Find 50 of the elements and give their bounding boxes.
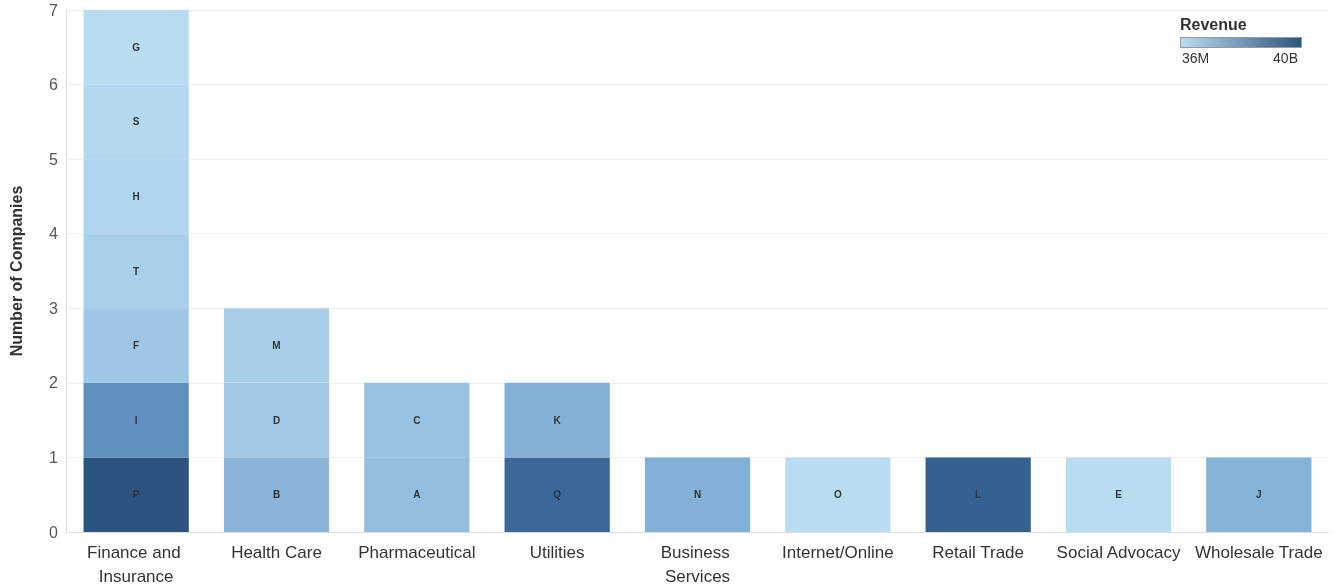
data-label: L	[975, 489, 982, 501]
y-tick-label: 0	[49, 523, 59, 541]
data-label: N	[693, 489, 702, 501]
data-label: E	[1115, 489, 1123, 501]
x-tick-label: Finance and Insurance	[87, 542, 186, 586]
data-label: Q	[553, 489, 562, 501]
data-label: I	[134, 414, 138, 426]
y-tick-label: 5	[49, 150, 59, 168]
data-label: M	[272, 340, 281, 352]
bar	[1065, 457, 1172, 532]
data-label: O	[833, 489, 842, 501]
data-label: G	[132, 41, 141, 53]
y-tick-label: 6	[49, 76, 59, 94]
data-label: B	[272, 489, 281, 501]
bar	[223, 457, 330, 532]
annotation: 40B	[1273, 50, 1298, 66]
data-label: P	[132, 489, 140, 501]
annotation: 36M	[1182, 50, 1210, 66]
bar	[504, 457, 610, 532]
x-tick-label: Retail Trade	[932, 542, 1024, 562]
data-label: F	[133, 340, 140, 352]
bar	[504, 382, 610, 458]
x-tick-label: Health Care	[231, 542, 322, 562]
x-tick-label: Pharmaceutical	[358, 542, 476, 562]
data-label: H	[132, 190, 140, 202]
data-label: A	[413, 489, 421, 501]
bar	[83, 382, 189, 458]
bar	[83, 457, 189, 532]
data-label: T	[133, 265, 140, 277]
x-tick-label: Social Advocacy	[1056, 542, 1181, 562]
y-tick-label: 3	[49, 299, 59, 317]
x-tick-label: Internet/Online	[782, 542, 894, 562]
data-label: D	[272, 414, 281, 426]
x-tick-label: Business Services	[660, 542, 735, 586]
y-tick-label: 2	[49, 374, 59, 392]
data-label: J	[1256, 489, 1262, 501]
y-axis-title: Number of Companies	[7, 185, 25, 357]
y-tick-label: 4	[49, 225, 59, 243]
data-label: S	[132, 116, 140, 128]
bar	[925, 457, 1031, 532]
data-label: C	[413, 414, 421, 426]
y-tick-label: 7	[49, 1, 59, 19]
bar	[644, 457, 751, 532]
x-tick-label: Wholesale Trade	[1195, 542, 1323, 562]
data-label: K	[553, 414, 562, 426]
bar	[1206, 457, 1312, 532]
bar	[785, 457, 891, 532]
color-bar-title: Revenue	[1180, 16, 1248, 34]
x-tick-label: Utilities	[529, 542, 585, 562]
y-tick-label: 1	[49, 448, 59, 466]
